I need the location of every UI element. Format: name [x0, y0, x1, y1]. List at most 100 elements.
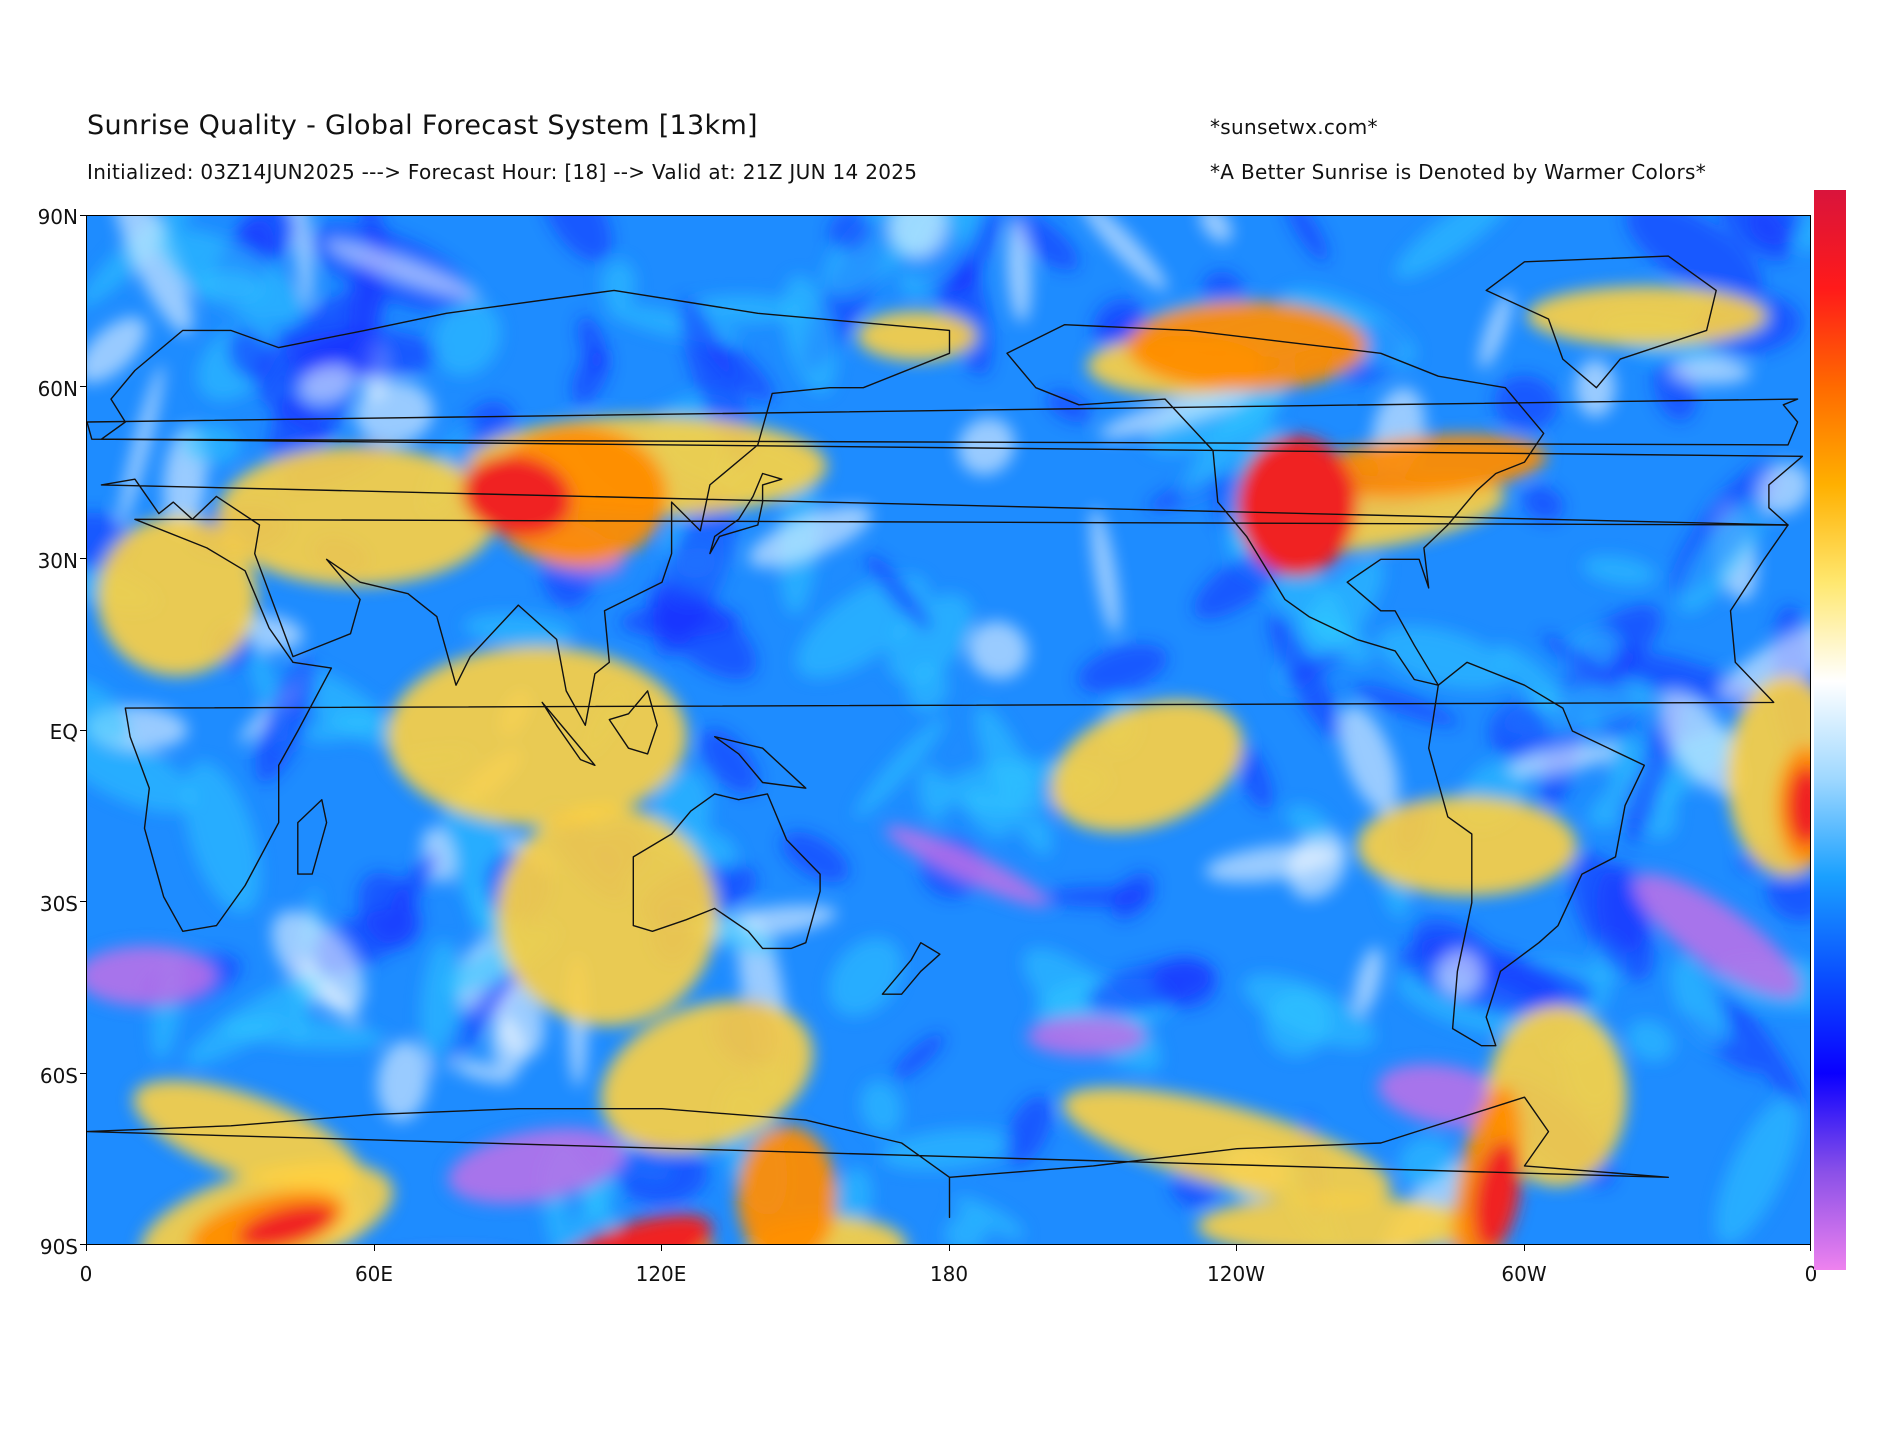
colorbar	[1814, 190, 1846, 1270]
coastline	[541, 701, 596, 766]
field-patch	[857, 311, 977, 361]
field-patch	[1569, 851, 1654, 981]
field-patch	[1473, 1141, 1521, 1244]
field-patch	[1004, 1095, 1053, 1165]
field-patch	[1006, 217, 1032, 323]
field-patch	[271, 910, 365, 1013]
field-patch	[87, 946, 217, 1006]
field-patch	[1541, 633, 1620, 690]
legend-note: *A Better Sunrise is Denoted by Warmer C…	[1210, 160, 1707, 184]
field-patch	[1353, 684, 1459, 727]
field-patch	[1079, 216, 1168, 291]
field-patch	[1522, 486, 1564, 522]
field-patch	[1669, 358, 1752, 385]
field-patch	[541, 1214, 713, 1244]
field-patch	[299, 364, 355, 404]
field-patch	[885, 825, 1049, 907]
field-patch	[601, 259, 636, 309]
lat-tick	[80, 730, 86, 731]
field-patch	[1715, 1097, 1800, 1244]
field-patch	[390, 852, 438, 916]
field-patch	[448, 1128, 626, 1204]
field-patch	[1678, 497, 1768, 613]
lat-tick	[80, 386, 86, 387]
field-patch	[1795, 216, 1810, 252]
field-patch	[463, 613, 575, 647]
field-patch	[462, 455, 572, 537]
lon-tick	[949, 1245, 950, 1251]
forecast-field	[87, 216, 1810, 1244]
coastline	[87, 398, 1799, 446]
coastline	[297, 799, 328, 875]
lon-tick	[661, 1245, 662, 1251]
field-patch	[900, 216, 981, 298]
field-patch	[1633, 873, 1801, 999]
field-patch	[349, 216, 393, 278]
field-patch	[968, 621, 1029, 680]
lat-tick	[80, 558, 86, 559]
coastline	[632, 793, 821, 950]
field-patch	[87, 678, 133, 742]
field-patch	[354, 381, 434, 445]
field-patch	[1757, 463, 1810, 515]
field-patch	[1205, 844, 1339, 883]
lat-tick	[80, 1244, 86, 1245]
field-patch	[1487, 1006, 1627, 1186]
field-patch	[860, 1080, 903, 1135]
field-patch	[1046, 390, 1091, 423]
field-patch	[1264, 988, 1331, 1057]
field-patch	[1339, 705, 1399, 813]
field-patch	[1489, 701, 1549, 762]
lat-label-eq: EQ	[49, 720, 78, 744]
field-patch	[97, 516, 257, 676]
field-patch	[880, 1129, 1015, 1171]
lat-label-90s: 90S	[39, 1235, 78, 1259]
field-patch	[686, 295, 800, 324]
field-patch	[296, 957, 360, 1024]
field-patch	[1197, 1196, 1477, 1244]
field-patch	[1659, 691, 1744, 796]
field-patch	[958, 417, 1015, 475]
lat-label-30n: 30N	[37, 549, 78, 573]
field-patch	[452, 1059, 515, 1084]
field-patch	[377, 1040, 429, 1122]
field-patch	[1357, 796, 1577, 896]
field-patch	[1027, 1016, 1147, 1056]
field-patch	[420, 940, 463, 1074]
field-patch	[949, 216, 1000, 295]
field-patch	[87, 725, 195, 813]
coastline	[1006, 324, 1545, 686]
field-patch	[619, 604, 740, 638]
field-patch	[1283, 645, 1351, 687]
field-patch	[822, 216, 945, 297]
field-patch	[1008, 216, 1079, 271]
coastline	[608, 690, 658, 755]
field-patch	[1237, 436, 1357, 576]
coastline	[881, 942, 941, 995]
lat-tick	[80, 215, 86, 216]
field-patch	[965, 789, 1013, 838]
field-patch	[1574, 359, 1616, 418]
coastline	[709, 472, 783, 555]
field-patch	[1625, 216, 1763, 301]
lon-tick	[1524, 1245, 1525, 1251]
field-patch	[1670, 957, 1726, 1047]
field-patch	[497, 806, 717, 1026]
field-patch	[1398, 1136, 1455, 1190]
field-patch	[290, 216, 313, 307]
field-patch	[304, 712, 381, 742]
field-patch	[918, 765, 948, 822]
field-patch	[953, 1196, 1025, 1239]
field-patch	[1626, 1019, 1675, 1062]
lon-tick	[1236, 1245, 1237, 1251]
field-patch	[185, 971, 331, 1066]
field-patch	[217, 446, 497, 586]
field-patch	[748, 505, 872, 568]
field-patch	[889, 216, 948, 258]
field-patch	[613, 1141, 708, 1205]
field-patch	[237, 216, 298, 263]
lat-label-30s: 30S	[39, 892, 78, 916]
field-patch	[1086, 960, 1215, 1014]
field-patch	[700, 728, 759, 794]
field-patch	[1285, 804, 1331, 841]
